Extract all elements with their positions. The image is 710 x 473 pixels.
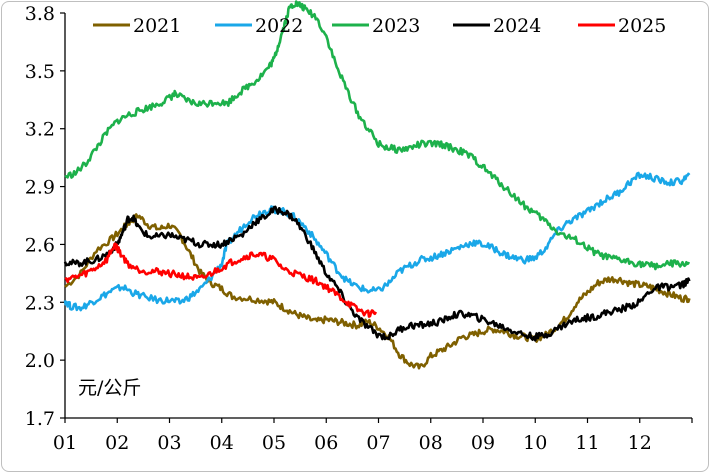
x-tick-label: 07 bbox=[366, 432, 390, 454]
legend-label-2024: 2024 bbox=[493, 15, 541, 37]
x-tick-label: 12 bbox=[628, 432, 652, 454]
axes bbox=[60, 12, 693, 423]
legend-label-2025: 2025 bbox=[618, 15, 666, 37]
y-tick-label: 1.7 bbox=[25, 408, 55, 430]
series-lines bbox=[63, 0, 691, 370]
series-line-2024 bbox=[63, 205, 691, 342]
y-tick-label: 2.9 bbox=[25, 177, 55, 199]
x-tick-label: 08 bbox=[419, 432, 443, 454]
x-tick-label: 10 bbox=[523, 432, 547, 454]
legend: 2021 2022 2023 2024 2025 bbox=[93, 15, 666, 37]
x-tick-label: 03 bbox=[157, 432, 181, 454]
series-line-2025 bbox=[64, 242, 378, 318]
legend-label-2022: 2022 bbox=[255, 15, 303, 37]
y-tick-label: 2.0 bbox=[25, 350, 55, 372]
x-tick-label: 02 bbox=[105, 432, 129, 454]
x-tick-label: 01 bbox=[53, 432, 77, 454]
unit-label: 元/公斤 bbox=[78, 377, 141, 399]
x-tick-label: 05 bbox=[262, 432, 286, 454]
series-line-2023 bbox=[64, 0, 691, 271]
y-tick-label: 3.5 bbox=[25, 61, 55, 83]
x-tick-labels: 01 02 03 04 05 06 07 08 09 10 11 12 bbox=[53, 432, 652, 454]
y-tick-labels: 1.7 2.0 2.3 2.6 2.9 3.2 3.5 3.8 bbox=[25, 3, 55, 430]
legend-label-2023: 2023 bbox=[372, 15, 420, 37]
legend-label-2021: 2021 bbox=[133, 15, 181, 37]
x-tick-label: 11 bbox=[575, 432, 599, 454]
y-tick-label: 3.2 bbox=[25, 119, 55, 141]
y-tick-label: 2.3 bbox=[25, 292, 55, 314]
x-tick-label: 06 bbox=[314, 432, 338, 454]
y-tick-label: 3.8 bbox=[25, 3, 55, 25]
x-tick-label: 09 bbox=[471, 432, 495, 454]
series-line-2022 bbox=[63, 171, 691, 312]
y-tick-label: 2.6 bbox=[25, 234, 55, 256]
x-tick-label: 04 bbox=[210, 432, 234, 454]
